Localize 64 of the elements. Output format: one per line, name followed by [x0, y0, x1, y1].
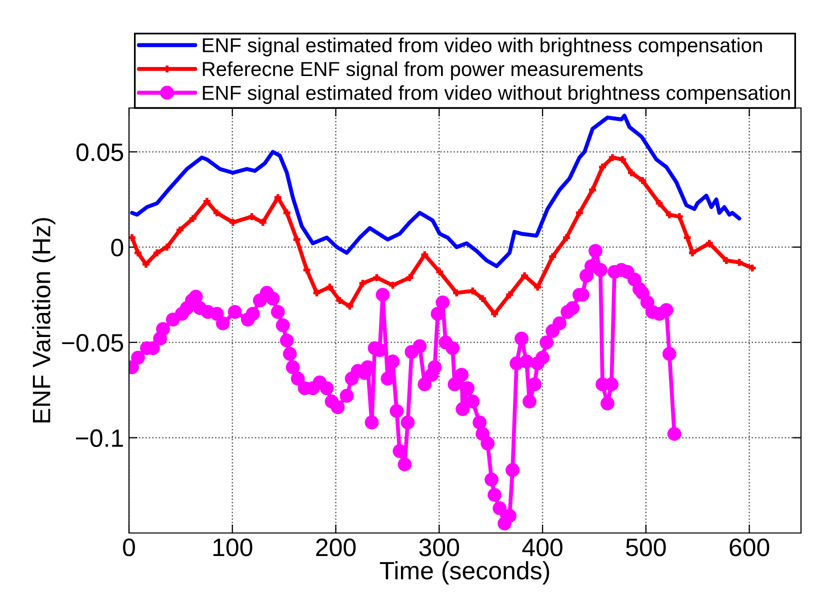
- point: [202, 196, 212, 206]
- y-tick-label: −0.1: [76, 429, 123, 448]
- point: [344, 301, 355, 312]
- y-tick-label: 0.05: [76, 143, 124, 162]
- x-tick-label: 500: [626, 538, 666, 556]
- point: [478, 294, 488, 304]
- point: [228, 217, 238, 228]
- point: [490, 308, 500, 319]
- point: [532, 282, 542, 292]
- point: [588, 185, 598, 195]
- y-tick-label: −0.05: [62, 334, 124, 352]
- legend-label: ENF signal estimated from video without brightness compensation: [202, 85, 790, 104]
- point: [334, 296, 345, 306]
- point: [175, 225, 185, 235]
- point: [598, 162, 608, 172]
- point: [162, 242, 172, 252]
- point: [562, 232, 572, 242]
- point: [682, 232, 692, 242]
- point: [212, 208, 222, 218]
- point: [548, 252, 558, 262]
- x-tick-label: 100: [213, 538, 252, 556]
- point: [654, 198, 664, 208]
- x-tick-label: 200: [316, 538, 356, 556]
- point: [388, 280, 398, 290]
- point: [258, 217, 268, 228]
- point: [246, 212, 257, 222]
- point: [520, 270, 530, 281]
- x-tick-label: 400: [522, 538, 562, 556]
- point: [372, 272, 382, 282]
- point: [452, 288, 462, 298]
- point: [638, 176, 648, 186]
- point: [504, 290, 514, 300]
- point: [574, 208, 584, 218]
- point: [618, 154, 628, 164]
- point: [188, 214, 198, 224]
- point: [292, 234, 302, 244]
- point: [434, 267, 445, 277]
- line-series: [130, 114, 742, 268]
- point: [688, 248, 698, 258]
- point: [674, 212, 684, 222]
- x-tick-label: 0: [123, 538, 135, 556]
- x-axis-title: Time (seconds): [380, 561, 550, 584]
- point: [420, 250, 430, 260]
- y-tick-label: 0: [111, 238, 124, 256]
- x-tick-label: 600: [730, 538, 770, 556]
- point: [282, 208, 292, 218]
- y-axis-title: ENF Variation (Hz): [32, 218, 56, 422]
- point: [324, 282, 335, 292]
- point: [133, 248, 143, 258]
- point: [626, 168, 636, 178]
- point: [141, 259, 151, 270]
- point: [302, 265, 312, 275]
- x-tick-label: 300: [419, 538, 460, 556]
- point: [152, 248, 162, 258]
- point: [404, 272, 415, 282]
- point: [664, 210, 674, 220]
- point: [312, 288, 322, 298]
- point: [704, 238, 714, 248]
- point: [747, 263, 758, 273]
- point: [358, 278, 368, 288]
- legend-label: Referecne ENF signal from power measurements: [202, 61, 643, 80]
- legend-label: ENF signal estimated from video with brightness compensation: [202, 38, 762, 56]
- point: [734, 258, 744, 268]
- point: [608, 152, 618, 162]
